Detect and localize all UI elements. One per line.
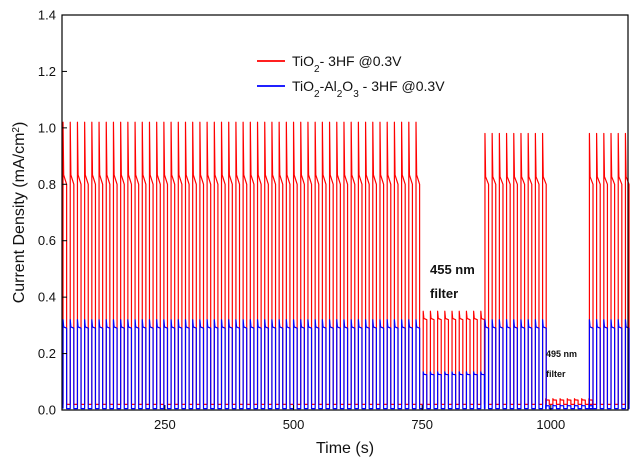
annotation-495nm-line2: filter: [546, 369, 566, 379]
x-tick-label: 250: [154, 417, 176, 432]
legend-tio2-part: TiO: [292, 53, 314, 69]
y-tick-label: 0.8: [38, 177, 56, 192]
legend-label-tio2: TiO2- 3HF @0.3V: [292, 53, 402, 75]
y-tick-label: 0.2: [38, 346, 56, 361]
y-tick-label: 0.6: [38, 233, 56, 248]
legend-blue-sub2: 2: [337, 89, 343, 100]
series-line-tio2: [62, 121, 630, 405]
series-layer: [62, 121, 630, 410]
y-tick-label: 1.2: [38, 64, 56, 79]
legend-blue-part3: O: [342, 78, 353, 94]
legend-label-tio2-al2o3: TiO2-Al2O3 - 3HF @0.3V: [292, 78, 445, 100]
annotation-455nm-line2: filter: [430, 286, 458, 301]
plot-frame: [61, 14, 629, 411]
legend-tio2-sub: 2: [314, 64, 320, 75]
x-axis-title: Time (s): [316, 440, 374, 457]
legend-tio2-rest: - 3HF @0.3V: [320, 53, 403, 69]
y-axis-title-end: ): [11, 122, 28, 127]
legend-blue-sub3: 3: [353, 89, 359, 100]
y-axis-title: Current Density (mA/cm2): [11, 122, 29, 304]
y-axis-title-main: Current Density (mA/cm: [11, 133, 28, 304]
y-tick-label: 1.0: [38, 120, 56, 135]
annotation-455nm-line1: 455 nm: [430, 262, 475, 277]
series-line-tio2-al2o3: [62, 319, 630, 410]
y-tick-label: 1.4: [38, 8, 56, 23]
x-tick-label: 1000: [536, 417, 565, 432]
ticks-layer: 0.0 0.2 0.4 0.6 0.8 1.0 1.2 1.4 250 500 750 1000: [38, 8, 565, 433]
legend-blue-part1: TiO: [292, 78, 314, 94]
legend-blue-part4: - 3HF @0.3V: [359, 78, 445, 94]
y-tick-label: 0.0: [38, 403, 56, 418]
legend-blue-sub1: 2: [314, 89, 320, 100]
y-axis-title-sup: 2: [11, 127, 22, 133]
annotation-495nm-line1: 495 nm: [546, 349, 577, 359]
x-tick-label: 750: [411, 417, 433, 432]
legend: TiO2- 3HF @0.3V TiO2-Al2O3 - 3HF @0.3V: [257, 53, 445, 100]
legend-blue-part2: -Al: [320, 78, 337, 94]
y-tick-label: 0.4: [38, 290, 56, 305]
annotations: 455 nm filter 495 nm filter: [430, 262, 577, 379]
x-tick-label: 500: [283, 417, 305, 432]
